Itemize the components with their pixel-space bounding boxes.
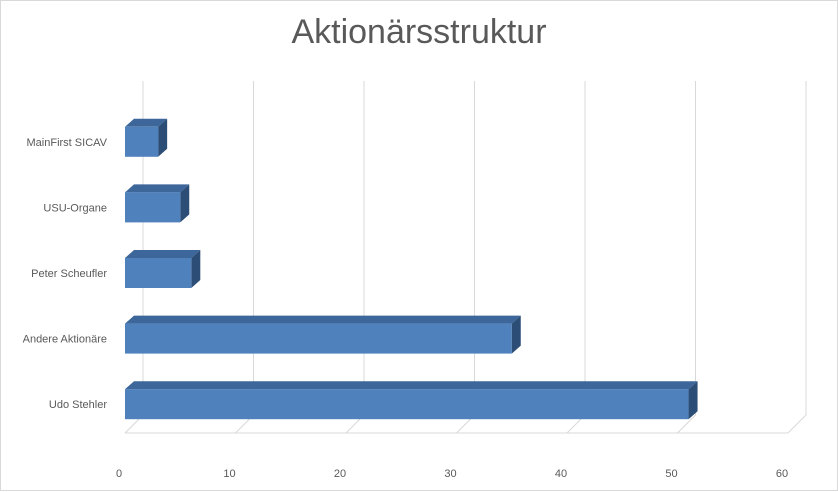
bar-side-face bbox=[511, 315, 521, 354]
x-tick-label: 30 bbox=[444, 468, 456, 480]
x-tick-label: 0 bbox=[116, 468, 122, 480]
gridline-floor bbox=[677, 414, 696, 434]
x-tick-label: 10 bbox=[223, 468, 235, 480]
bar-side-face bbox=[180, 184, 190, 223]
bar-top-face bbox=[125, 381, 698, 390]
category-label: Andere Aktionäre bbox=[23, 334, 107, 346]
category-label: Udo Stehler bbox=[49, 399, 107, 411]
chart-title: Aktionärsstruktur bbox=[291, 13, 547, 51]
x-tick-label: 50 bbox=[665, 468, 677, 480]
bar bbox=[125, 258, 192, 288]
bar-top-face bbox=[125, 184, 190, 193]
category-label: MainFirst SICAV bbox=[27, 137, 108, 149]
bar-top-face bbox=[125, 250, 201, 258]
gridline-floor bbox=[787, 414, 807, 434]
bar bbox=[125, 323, 512, 354]
bar bbox=[125, 126, 159, 157]
bar bbox=[125, 389, 689, 420]
bar-side-face bbox=[191, 250, 201, 288]
bar-side-face bbox=[688, 381, 698, 420]
bar-top-face bbox=[125, 118, 168, 127]
category-label: USU-Organe bbox=[43, 202, 107, 214]
bar bbox=[125, 192, 181, 223]
x-tick-label: 20 bbox=[334, 468, 346, 480]
x-tick-label: 40 bbox=[555, 468, 567, 480]
x-tick-label: 60 bbox=[776, 468, 788, 480]
bar-top-face bbox=[125, 315, 521, 324]
bar-side-face bbox=[158, 118, 168, 157]
category-label: Peter Scheufler bbox=[31, 268, 107, 280]
